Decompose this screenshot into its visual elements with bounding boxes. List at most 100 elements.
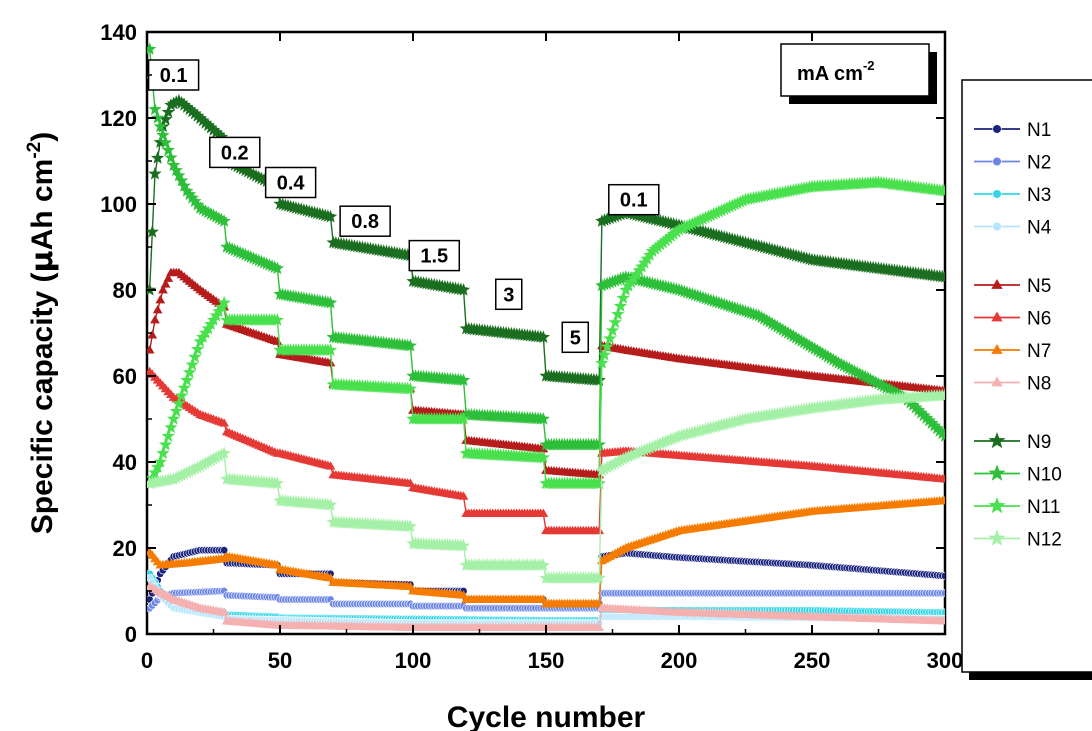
data-point [927,418,942,432]
legend-item-n6: N6 [974,309,1051,330]
rate-label-box [339,205,391,237]
data-point [169,404,183,417]
data-point [166,158,181,171]
legend-marker [992,189,1002,199]
data-point [148,465,162,479]
legend-label: N12 [1027,530,1062,551]
data-point [153,455,167,468]
data-point [917,408,931,422]
data-point [172,93,186,107]
unit-box-label: mA cm [797,63,863,85]
data-point [538,508,549,517]
y-tick-label: 80 [113,278,137,303]
data-point [909,400,923,414]
y-axis-label-part2: Ah cm [26,159,59,251]
data-point [930,421,944,435]
data-point [911,403,926,417]
data-point [174,388,189,402]
legend-item-n11: N11 [974,497,1060,518]
data-point [180,373,194,386]
rate-label-box [495,278,523,311]
rate-label-text: 0.8 [351,211,379,233]
data-point [201,118,215,132]
legend-item-n8: N8 [974,374,1051,395]
data-point [595,356,609,369]
data-point [209,125,223,139]
rate-label-box [264,166,317,199]
data-point [594,622,605,631]
series-n2 [147,586,945,613]
series-n9 [147,93,945,386]
rate-label: 0.2 [209,136,261,169]
data-point [217,295,231,309]
legend-item-n9: N9 [974,432,1051,453]
rate-label-text: 0.2 [221,142,249,164]
data-point [323,498,338,511]
data-point [940,589,945,598]
data-point [166,412,181,425]
data-point [592,373,606,386]
data-point [323,295,338,309]
data-point [536,412,550,425]
data-point [155,294,166,304]
rate-label: 0.4 [264,166,317,199]
data-point [164,150,178,164]
data-point [212,127,226,141]
data-point [180,184,194,197]
series-n8 [147,581,945,631]
data-point [608,315,622,329]
y-tick-label: 100 [100,192,137,217]
data-point [592,476,606,490]
y-axis-label: Specific capacity (μAh cm-2) [24,132,60,534]
data-point [325,358,336,367]
rate-label-box [608,183,660,216]
data-point [914,405,928,419]
data-point [185,190,199,204]
data-point [940,608,945,617]
rate-label-box [209,136,261,169]
data-point [153,135,167,149]
data-point [161,143,175,156]
data-point [147,345,155,354]
data-point [185,104,199,118]
rate-label: 3 [495,278,523,311]
data-point [158,437,173,451]
data-point [182,102,197,116]
data-point [938,388,945,402]
legend-label: N6 [1027,309,1051,330]
data-point [597,347,612,361]
data-point [204,120,218,134]
data-point [188,350,202,363]
data-point [940,495,945,505]
data-point [536,330,550,343]
rate-label-text: 0.1 [160,65,188,87]
rate-label: 0.1 [147,59,200,91]
legend-marker [988,464,1006,481]
data-point [219,418,229,427]
data-point [611,307,625,321]
unit-box-sup: -2 [863,58,875,73]
rate-label-text: 0.1 [620,190,648,212]
data-point [180,100,194,113]
data-point [270,261,284,275]
data-point [217,214,231,227]
legend-item-n12: N12 [974,529,1062,551]
rate-label-text: 0.4 [277,173,306,195]
legend-marker [991,376,1003,387]
x-tick-label: 100 [395,648,432,673]
data-point [206,123,221,136]
legend-label: N10 [1027,465,1062,486]
data-point [158,112,173,126]
series-layer [147,42,945,631]
rate-label-text: 1.5 [420,246,448,268]
series-n12 [147,388,945,584]
y-tick-label: 140 [100,20,137,45]
data-point [188,194,202,208]
legend-item-n4: N4 [974,218,1052,239]
data-point [592,571,606,584]
legend-label: N3 [1027,185,1051,206]
legend-marker [992,156,1002,167]
data-point [325,461,336,470]
data-point [193,111,207,125]
